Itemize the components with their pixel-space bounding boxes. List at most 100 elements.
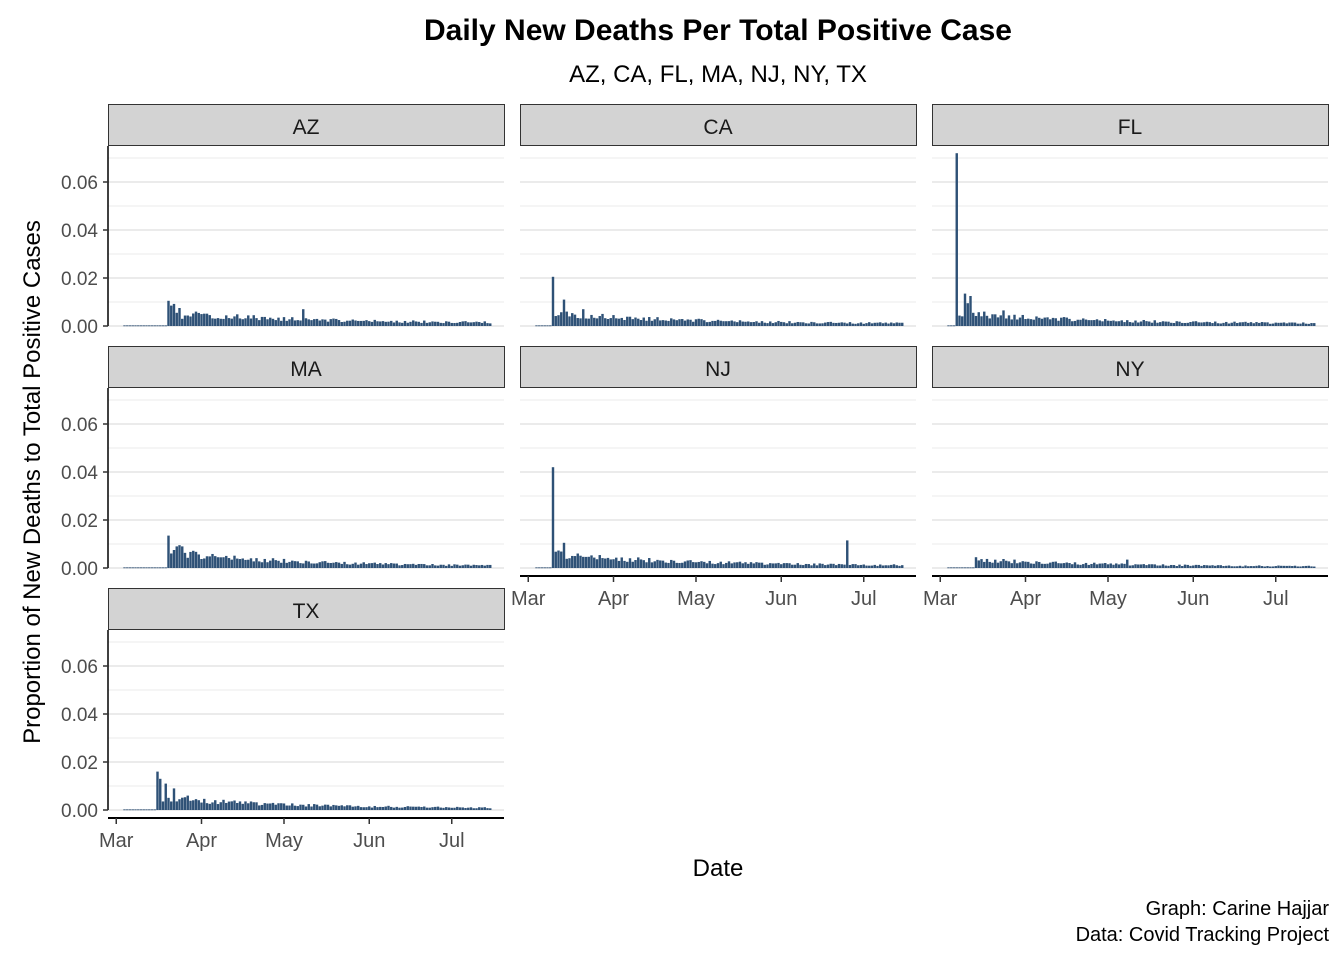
bar bbox=[560, 551, 563, 568]
bar bbox=[170, 305, 173, 326]
bar bbox=[403, 806, 407, 810]
bar bbox=[1032, 563, 1035, 568]
bar bbox=[368, 806, 371, 810]
bar bbox=[582, 309, 585, 326]
bar bbox=[1128, 322, 1132, 326]
bar bbox=[1060, 563, 1063, 568]
bar bbox=[985, 315, 989, 326]
bar bbox=[876, 565, 879, 568]
x-tick-label: Jul bbox=[1263, 588, 1289, 610]
bar bbox=[1087, 564, 1090, 568]
caption-graph: Graph: Carine Hajjar bbox=[1146, 898, 1330, 920]
bar bbox=[326, 562, 330, 568]
bar bbox=[1211, 323, 1214, 326]
bar bbox=[538, 325, 541, 327]
bar bbox=[1161, 321, 1165, 326]
bar bbox=[645, 320, 648, 326]
bar bbox=[269, 803, 272, 810]
bar bbox=[170, 553, 173, 568]
bar bbox=[818, 323, 821, 326]
bar bbox=[991, 562, 994, 568]
bar bbox=[1304, 323, 1308, 326]
bar bbox=[535, 567, 538, 569]
bar bbox=[631, 561, 634, 568]
bar bbox=[291, 560, 294, 568]
bar bbox=[1307, 323, 1310, 326]
bar bbox=[1145, 321, 1148, 326]
bar bbox=[892, 564, 896, 568]
bar bbox=[678, 562, 681, 568]
bar bbox=[884, 322, 887, 326]
bar bbox=[1123, 322, 1126, 326]
bar bbox=[321, 561, 324, 568]
bar bbox=[445, 807, 448, 810]
bar bbox=[1291, 566, 1294, 568]
bar bbox=[1027, 318, 1030, 326]
bar bbox=[1299, 323, 1302, 326]
bar bbox=[1068, 318, 1071, 326]
bar bbox=[1134, 564, 1137, 568]
bar bbox=[425, 565, 429, 568]
bar bbox=[1280, 322, 1283, 326]
bar bbox=[469, 565, 473, 568]
bar bbox=[1282, 322, 1286, 326]
bar bbox=[299, 563, 302, 568]
bar bbox=[406, 564, 409, 568]
bar bbox=[1117, 564, 1121, 568]
bar bbox=[796, 563, 799, 568]
bar bbox=[203, 798, 206, 810]
bar bbox=[128, 567, 132, 569]
bar bbox=[1079, 319, 1082, 326]
bar bbox=[1313, 566, 1316, 568]
bar bbox=[296, 806, 299, 810]
bar bbox=[1238, 565, 1242, 568]
bar bbox=[260, 316, 264, 326]
bar bbox=[1027, 561, 1030, 568]
bar bbox=[211, 802, 214, 810]
bar bbox=[1285, 323, 1288, 326]
bar bbox=[1095, 564, 1099, 568]
bar bbox=[271, 318, 275, 326]
facet-fl: FL bbox=[932, 104, 1329, 327]
bar bbox=[543, 325, 546, 327]
bar bbox=[598, 555, 601, 568]
bar bbox=[222, 557, 225, 568]
bar bbox=[813, 322, 816, 326]
bar bbox=[354, 562, 357, 568]
bar bbox=[1137, 322, 1140, 326]
bar bbox=[304, 318, 308, 326]
bar bbox=[766, 564, 769, 568]
bar bbox=[1115, 563, 1118, 568]
bar bbox=[1304, 565, 1308, 568]
bar bbox=[703, 561, 706, 568]
bar bbox=[453, 322, 456, 326]
bar bbox=[464, 807, 467, 810]
bar bbox=[172, 303, 176, 326]
bar bbox=[980, 559, 983, 568]
bar bbox=[1051, 317, 1055, 326]
bar bbox=[335, 562, 338, 568]
bar bbox=[412, 563, 415, 568]
bar bbox=[376, 321, 379, 326]
bar bbox=[260, 804, 264, 810]
bar bbox=[461, 807, 464, 810]
bar bbox=[197, 554, 200, 568]
bar bbox=[859, 322, 863, 326]
bar bbox=[321, 805, 324, 810]
bar bbox=[664, 562, 667, 568]
bar bbox=[843, 322, 846, 326]
bar bbox=[329, 319, 332, 326]
bar bbox=[428, 322, 431, 326]
bar bbox=[807, 323, 810, 326]
bar bbox=[901, 565, 904, 568]
bar bbox=[972, 567, 975, 569]
bar bbox=[716, 563, 720, 568]
bar bbox=[881, 565, 885, 568]
bar bbox=[288, 319, 291, 326]
bar bbox=[802, 565, 805, 568]
bar bbox=[758, 562, 761, 568]
bar bbox=[538, 567, 541, 569]
bar bbox=[777, 320, 780, 326]
bar bbox=[249, 318, 253, 326]
bar bbox=[1244, 321, 1247, 326]
